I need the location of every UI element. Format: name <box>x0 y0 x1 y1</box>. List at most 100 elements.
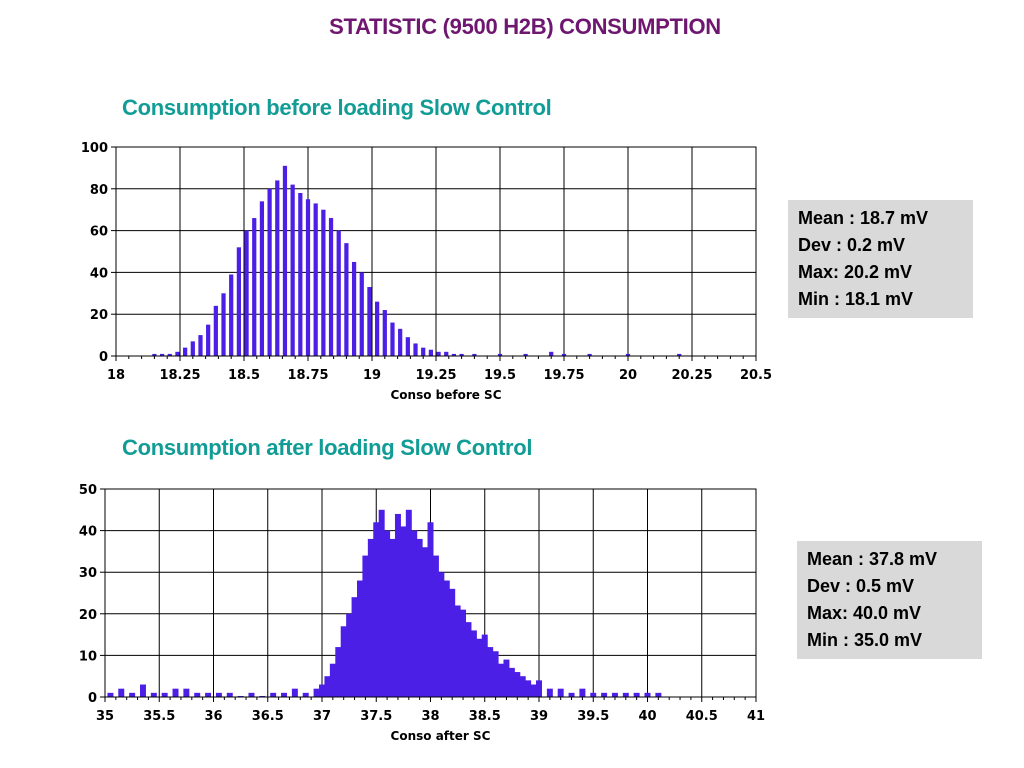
chart-2-bar <box>341 626 347 697</box>
chart-1-x-tick-label: 18 <box>107 368 125 383</box>
chart-1-bar <box>191 341 195 356</box>
chart-2-bar <box>335 647 341 697</box>
chart-2-bar <box>194 693 200 697</box>
chart-2-bar <box>558 689 564 697</box>
chart-1-bar <box>298 193 302 356</box>
chart-2-bar <box>525 680 531 697</box>
chart-2-bar <box>601 693 607 697</box>
chart-2-x-tick-label: 36.5 <box>252 709 284 724</box>
chart-1-stat-dev: Dev : 0.2 mV <box>798 232 963 259</box>
chart-1-bar <box>383 310 387 356</box>
chart-2-x-tick-label: 41 <box>747 709 765 724</box>
chart-1-y-tick-label: 80 <box>90 183 108 198</box>
chart-2-bar <box>498 664 504 697</box>
chart-2-bar <box>352 597 358 697</box>
chart-2-y-tick-label: 10 <box>79 649 97 664</box>
chart-1-x-tick-label: 20.5 <box>740 368 772 383</box>
chart-1-bar <box>337 231 341 356</box>
chart-1-x-tick-label: 20 <box>619 368 637 383</box>
chart-2-bar <box>612 693 618 697</box>
chart-2-x-tick-label: 37 <box>313 709 331 724</box>
chart-2-x-tick-label: 38.5 <box>469 709 501 724</box>
chart-1-y-tick-label: 100 <box>81 141 108 156</box>
chart-1-bar <box>252 218 256 356</box>
chart-1-bar <box>429 350 433 356</box>
chart-2-bar <box>455 605 461 697</box>
chart-1-x-tick-label: 19.25 <box>415 368 456 383</box>
chart-1-bar <box>183 348 187 356</box>
chart-1-bar <box>260 201 264 356</box>
chart-2-stat-dev: Dev : 0.5 mV <box>807 573 972 600</box>
chart-2-bar <box>493 651 499 697</box>
chart-1-x-tick-label: 18.75 <box>287 368 328 383</box>
chart-2-stat-min: Min : 35.0 mV <box>807 627 972 654</box>
chart-2-bar <box>428 522 434 697</box>
chart-2-bar <box>183 689 189 697</box>
chart-2-x-tick-label: 39.5 <box>577 709 609 724</box>
chart-2-bar <box>270 693 276 697</box>
chart-1-bar <box>283 166 287 356</box>
chart-1-y-tick-label: 0 <box>99 350 108 365</box>
chart-2-bar <box>509 668 515 697</box>
chart-2-bar <box>368 539 374 697</box>
chart-2-bar <box>319 685 325 697</box>
chart-2-bar <box>422 547 428 697</box>
chart-1-bar <box>229 274 233 356</box>
chart-2-bar <box>438 572 444 697</box>
chart-1-x-tick-label: 18.5 <box>228 368 260 383</box>
chart-2-bar <box>281 693 287 697</box>
chart-1-x-axis-title: Conso before SC <box>390 388 501 402</box>
chart-2-bar <box>151 693 157 697</box>
chart-1-bar <box>314 203 318 356</box>
chart-2-x-tick-label: 36 <box>204 709 222 724</box>
chart-2-bar <box>400 526 406 697</box>
chart-2-x-tick-label: 40.5 <box>686 709 718 724</box>
chart-2-bar <box>162 693 168 697</box>
chart-1-bar <box>214 306 218 356</box>
chart-1-y-tick-label: 60 <box>90 225 108 240</box>
chart-1-bar <box>267 189 271 356</box>
chart-2-bar <box>465 622 471 697</box>
chart-2-bar <box>460 610 466 697</box>
chart-2-bar <box>503 660 509 697</box>
chart-1-bar <box>306 199 310 356</box>
chart-1-bar <box>329 218 333 356</box>
chart-2-x-axis-title: Conso after SC <box>391 729 491 743</box>
chart-1-stats-box: Mean : 18.7 mV Dev : 0.2 mV Max: 20.2 mV… <box>788 200 973 318</box>
chart-1-x-tick-label: 19.5 <box>484 368 516 383</box>
chart-2-bar <box>471 630 477 697</box>
chart-2-bar <box>520 676 526 697</box>
chart-2-bar <box>623 693 629 697</box>
chart-2-bar <box>173 689 179 697</box>
chart-1-stat-max: Max: 20.2 mV <box>798 259 963 286</box>
chart-2-bar <box>476 639 482 697</box>
chart-1-bar <box>367 287 371 356</box>
chart-2-bar <box>569 693 575 697</box>
chart-1-bar <box>221 293 225 356</box>
chart-2-bar <box>482 635 488 697</box>
chart-2-bar <box>314 689 320 697</box>
chart-2-bar <box>655 693 661 697</box>
chart-2-bar <box>433 556 439 697</box>
chart-1-bar <box>344 243 348 356</box>
chart-2-y-tick-label: 40 <box>79 525 97 540</box>
chart-2-bar <box>487 647 493 697</box>
chart-2-bar <box>227 693 233 697</box>
chart-1-bar <box>375 302 379 356</box>
chart-1-bar <box>360 272 364 356</box>
chart-1-bar <box>549 352 553 356</box>
chart-2-bar <box>362 556 368 697</box>
chart-1-bar <box>421 348 425 356</box>
chart-2-bar <box>107 693 113 697</box>
chart-1-bar <box>275 180 279 356</box>
chart-1-bar <box>321 210 325 356</box>
chart-2-bar <box>444 581 450 697</box>
chart-2-bar <box>590 693 596 697</box>
chart-1-bar <box>244 231 248 356</box>
chart-1-bar <box>444 352 448 356</box>
chart-1-stat-min: Min : 18.1 mV <box>798 286 963 313</box>
chart-2-y-tick-label: 0 <box>88 691 97 706</box>
chart-2-bar <box>634 693 640 697</box>
chart-1-y-tick-label: 20 <box>90 308 108 323</box>
chart-2-bar <box>346 614 352 697</box>
